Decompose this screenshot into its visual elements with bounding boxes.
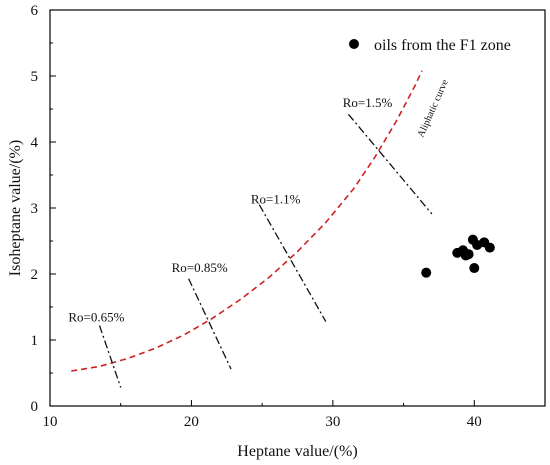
y-tick-label: 4 — [31, 135, 39, 151]
x-tick-label: 10 — [43, 414, 58, 430]
data-point — [469, 263, 480, 274]
aliphatic-curve-layer: Aliphatic curve — [71, 70, 451, 372]
ro-line — [347, 113, 433, 215]
legend-marker — [349, 39, 359, 49]
ro-line — [258, 204, 327, 322]
y-axis-title: Isoheptane value/(%) — [7, 140, 24, 276]
y-tick-label: 6 — [31, 3, 39, 19]
plot-frame — [49, 9, 546, 407]
ro-label: Ro=1.1% — [251, 191, 301, 206]
x-tick-label: 40 — [467, 414, 482, 430]
aliphatic-curve — [71, 70, 423, 372]
x-tick-label: 20 — [184, 414, 199, 430]
legend: oils from the F1 zone — [349, 37, 511, 54]
y-tick-label: 3 — [31, 201, 39, 217]
ro-line — [188, 278, 232, 370]
ro-lines-layer: Ro=0.65% Ro=0.85% Ro=1.1% Ro=1.5% — [68, 95, 433, 388]
ro-label: Ro=1.5% — [343, 95, 393, 110]
y-tick-label: 0 — [31, 399, 39, 415]
x-tick-label: 30 — [325, 414, 340, 430]
aliphatic-curve-label: Aliphatic curve — [416, 78, 451, 140]
y-tick-label: 1 — [31, 333, 39, 349]
ro-label: Ro=0.85% — [172, 260, 228, 275]
axes — [49, 9, 546, 407]
data-point — [421, 267, 432, 278]
ro-label: Ro=0.65% — [68, 310, 124, 325]
points-layer — [421, 234, 495, 278]
data-point — [463, 249, 474, 260]
ticks: 10 20 30 40 0 1 2 3 4 5 6 — [31, 3, 482, 430]
ro-line — [98, 325, 122, 388]
y-tick-label: 5 — [31, 69, 39, 85]
legend-label: oils from the F1 zone — [374, 37, 511, 54]
data-point — [484, 242, 495, 253]
y-tick-label: 2 — [31, 267, 39, 283]
x-axis-title: Heptane value/(%) — [237, 443, 357, 460]
